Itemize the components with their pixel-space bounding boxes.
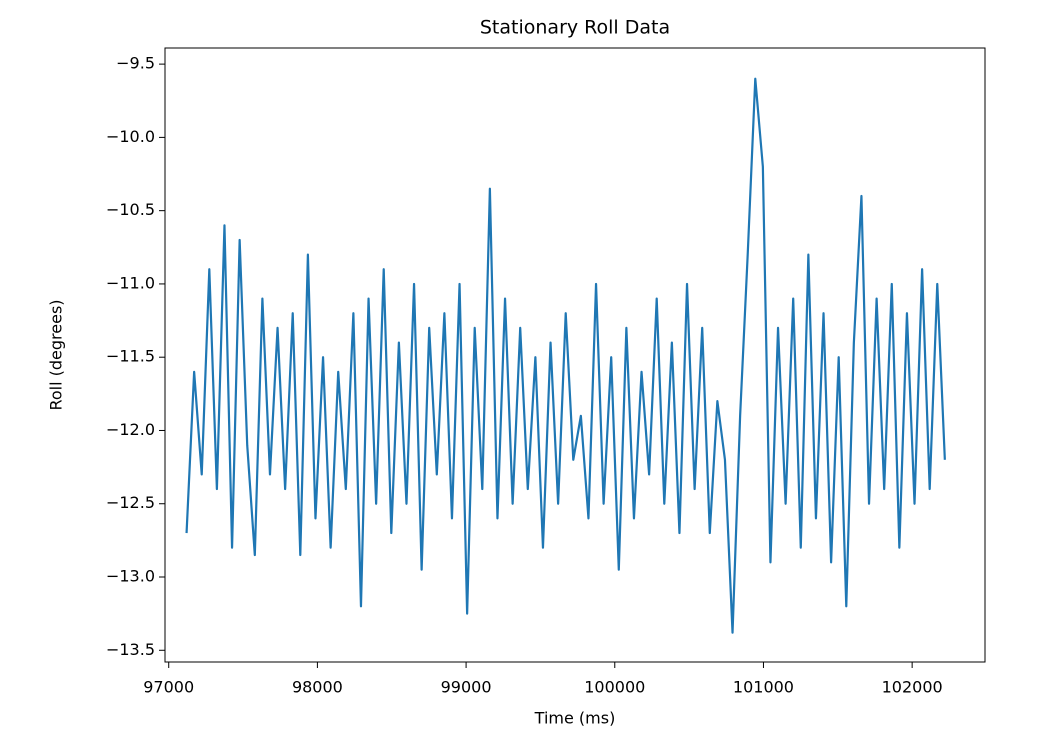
y-axis-label: Roll (degrees)	[47, 299, 66, 410]
y-tick-label: −12.0	[106, 420, 155, 439]
x-axis-label: Time (ms)	[534, 709, 616, 728]
y-tick-label: −11.0	[106, 273, 155, 292]
y-tick-label: −13.0	[106, 567, 155, 586]
data-line	[185, 77, 946, 634]
chart-title: Stationary Roll Data	[480, 17, 670, 39]
y-tick-label: −10.5	[106, 200, 155, 219]
y-tick-label: −11.5	[106, 347, 155, 366]
x-tick-label: 101000	[733, 678, 794, 697]
x-tick-label: 97000	[143, 678, 194, 697]
plot-frame	[164, 47, 986, 663]
y-tick-label: −9.5	[116, 54, 155, 73]
x-tick-label: 98000	[292, 678, 343, 697]
y-tick-label: −10.0	[106, 127, 155, 146]
y-tick-label: −13.5	[106, 640, 155, 659]
x-tick-label: 100000	[584, 678, 645, 697]
x-tick-label: 102000	[882, 678, 943, 697]
y-tick-label: −12.5	[106, 493, 155, 512]
x-tick-label: 99000	[441, 678, 492, 697]
